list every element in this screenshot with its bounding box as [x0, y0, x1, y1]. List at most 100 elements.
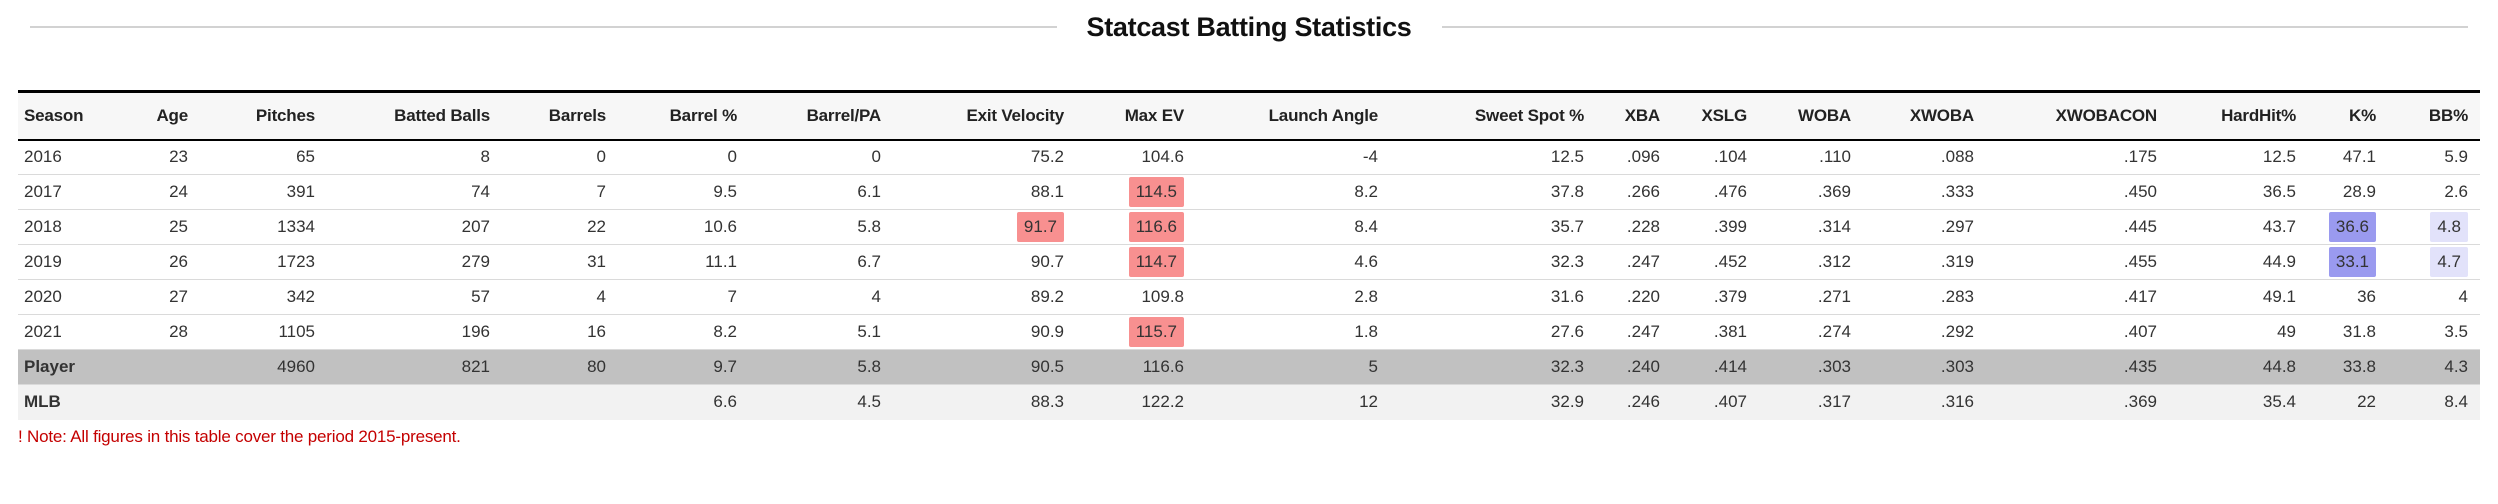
- table-cell: 32.3: [1550, 252, 1584, 271]
- table-cell: 16: [587, 322, 606, 341]
- table-cell: 0: [596, 147, 606, 167]
- row-label: 2021: [24, 322, 62, 341]
- column-header-woba: WOBA: [1797, 105, 1851, 125]
- row-label: 2017: [24, 182, 62, 201]
- column-header-pitches: Pitches: [255, 105, 315, 125]
- table-cell: 27: [169, 287, 188, 306]
- row-label: Player: [24, 357, 76, 376]
- title-rule-right: [1441, 26, 2469, 28]
- table-cell: .379: [1713, 287, 1747, 306]
- table-body: 2016 23 65 8 0 0 0 75.2 104.6 -4 12.5.096.104.110.…: [18, 139, 2480, 420]
- table-cell: [502, 385, 618, 420]
- column-header-season: Season: [24, 105, 84, 125]
- table-cell: 109.8: [1141, 287, 1184, 306]
- table-cell: 36.6: [2308, 210, 2388, 245]
- table-cell: .333: [1940, 182, 1974, 201]
- table-cell: .476: [1713, 182, 1747, 201]
- table-cell: 31: [587, 252, 606, 271]
- table-cell: -4: [1362, 147, 1378, 167]
- table-cell: 25: [169, 217, 188, 236]
- highlighted-value: 114.7: [1128, 247, 1184, 277]
- table-cell: 6.7: [857, 252, 881, 271]
- table-row-2020: 2020 27 342 57 4 7 4 89.2 109.8 2.8 31.6 .220 .379 .2…: [18, 279, 2480, 315]
- table-cell: 196: [461, 322, 490, 341]
- table-cell: 5: [1368, 357, 1378, 376]
- table-cell: [128, 350, 200, 385]
- table-cell: 5.9: [2444, 147, 2468, 167]
- table-cell: 104.6: [1141, 147, 1184, 167]
- table-cell: 35.7: [1550, 217, 1584, 236]
- highlighted-value: 91.7: [1016, 212, 1064, 242]
- table-cell: 7: [727, 287, 737, 306]
- table-cell: 33.8: [2342, 357, 2376, 376]
- table-cell: .175: [2123, 147, 2157, 167]
- table-cell: 27.6: [1550, 322, 1584, 341]
- table-cell: 114.7: [1076, 245, 1196, 280]
- table-cell: .399: [1713, 217, 1747, 236]
- table-cell: 88.1: [1030, 182, 1064, 201]
- table-cell: .317: [1817, 392, 1851, 412]
- table-cell: 4: [2458, 287, 2468, 306]
- header-row: Season Age Pitches Batted Balls Barrels Barre…: [18, 91, 2480, 140]
- table-cell: 8.4: [2444, 392, 2468, 412]
- column-header-barrel-pa: Barrel/PA: [806, 105, 882, 125]
- column-header-xwobacon: XWOBACON: [2055, 105, 2158, 125]
- table-cell: 4.6: [1354, 252, 1378, 271]
- table-cell: .088: [1940, 147, 1974, 167]
- column-header-xwoba: XWOBA: [1909, 105, 1974, 125]
- table-cell: 44.9: [2262, 252, 2296, 271]
- table-cell: .407: [1713, 392, 1747, 412]
- highlighted-value: 116.6: [1128, 212, 1184, 242]
- highlighted-value: 114.5: [1128, 177, 1184, 207]
- table-cell: 8.2: [713, 322, 737, 341]
- table-cell: 0: [727, 147, 737, 167]
- table-cell: .369: [2123, 392, 2157, 412]
- table-row-mlb: MLB 6.6 4.5 88.3 122.2 12 32.9 .246 .407 .317 .316…: [18, 384, 2480, 420]
- table-cell: 12: [1359, 392, 1378, 412]
- table-cell: 31.6: [1550, 287, 1584, 306]
- column-header-bb: BB%: [2428, 105, 2468, 125]
- table-cell: 6.6: [713, 392, 737, 412]
- table-cell: .247: [1626, 252, 1660, 271]
- table-cell: 57: [471, 287, 490, 306]
- page-title: Statcast Batting Statistics: [1086, 11, 1412, 42]
- table-cell: 1.8: [1354, 322, 1378, 341]
- column-header-k: K%: [2349, 105, 2376, 125]
- table-cell: 8: [480, 147, 490, 167]
- table-cell: 32.9: [1550, 392, 1584, 412]
- table-cell: 2.8: [1354, 287, 1378, 306]
- table-cell: 9.5: [713, 182, 737, 201]
- table-cell: 116.6: [1142, 357, 1184, 376]
- table-cell: 22: [587, 217, 606, 236]
- table-cell: 11.1: [705, 252, 737, 271]
- table-cell: 116.6: [1076, 210, 1196, 245]
- table-cell: 122.2: [1141, 392, 1184, 412]
- row-label: 2019: [24, 252, 62, 271]
- table-cell: 28: [169, 322, 188, 341]
- table-cell: 32.3: [1550, 357, 1584, 376]
- table-cell: 36.5: [2262, 182, 2296, 201]
- table-cell: 24: [169, 182, 188, 201]
- column-header-xslg: XSLG: [1701, 105, 1748, 125]
- table-cell: 4.5: [857, 392, 881, 412]
- table-cell: 90.9: [1030, 322, 1064, 341]
- table-cell: 2.6: [2444, 182, 2468, 201]
- table-cell: 49: [2277, 322, 2296, 341]
- table-row-2018: 2018 25 1334 207 22 10.6 5.8 91.7 116.6 8.4 35.7 .2…: [18, 209, 2480, 245]
- table-cell: .417: [2123, 287, 2157, 306]
- table-cell: 89.2: [1030, 287, 1064, 306]
- highlighted-value: 4.7: [2430, 247, 2468, 277]
- table-cell: 33.1: [2308, 245, 2388, 280]
- table-cell: 28.9: [2342, 182, 2376, 201]
- table-cell: .450: [2123, 182, 2157, 201]
- table-cell: 35.4: [2262, 392, 2296, 412]
- table-cell: .381: [1713, 322, 1747, 341]
- column-header-max-ev: Max EV: [1124, 105, 1184, 125]
- table-cell: 44.8: [2262, 357, 2296, 376]
- table-cell: .096: [1626, 147, 1660, 167]
- table-cell: 4.3: [2444, 357, 2468, 376]
- column-header-age: Age: [156, 105, 188, 125]
- highlighted-value: 115.7: [1128, 317, 1184, 347]
- table-cell: 4.7: [2388, 245, 2480, 280]
- table-cell: 26: [169, 252, 188, 271]
